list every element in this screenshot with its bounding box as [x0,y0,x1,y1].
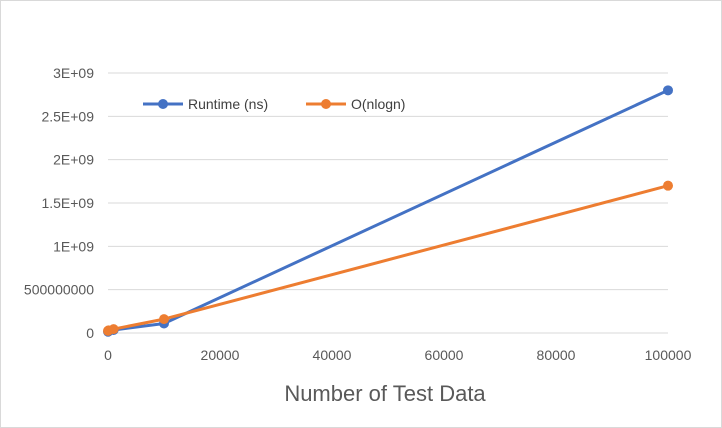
y-tick-label: 1E+09 [53,238,94,254]
y-tick-label: 2E+09 [53,152,94,168]
legend-label: Runtime (ns) [188,96,268,112]
plot-series [103,85,673,337]
x-axis-tick-labels: 0 20000 40000 60000 80000 100000 [104,347,691,363]
y-tick-label: 500000000 [24,282,94,298]
y-tick-label: 3E+09 [53,65,94,81]
y-axis-tick-labels: 0 500000000 1E+09 1.5E+09 2E+09 2.5E+09 3E+09 [24,65,94,341]
x-tick-label: 100000 [645,347,692,363]
legend-marker [158,99,168,109]
x-tick-label: 0 [104,347,112,363]
legend-label: O(nlogn) [351,96,405,112]
gridlines [108,72,668,334]
x-tick-label: 60000 [425,347,464,363]
legend: Runtime (ns) O(nlogn) [143,96,405,112]
data-point [663,180,673,191]
x-axis-title: Number of Test Data [284,381,486,406]
x-tick-label: 20000 [201,347,240,363]
data-point [663,85,673,96]
x-tick-label: 80000 [537,347,576,363]
legend-marker [321,99,331,109]
series-line-1 [107,88,669,333]
y-tick-label: 0 [86,325,94,341]
x-tick-label: 40000 [313,347,352,363]
data-point [108,324,119,335]
y-tick-label: 2.5E+09 [41,108,94,124]
y-tick-label: 1.5E+09 [41,195,94,211]
data-point [159,314,169,325]
